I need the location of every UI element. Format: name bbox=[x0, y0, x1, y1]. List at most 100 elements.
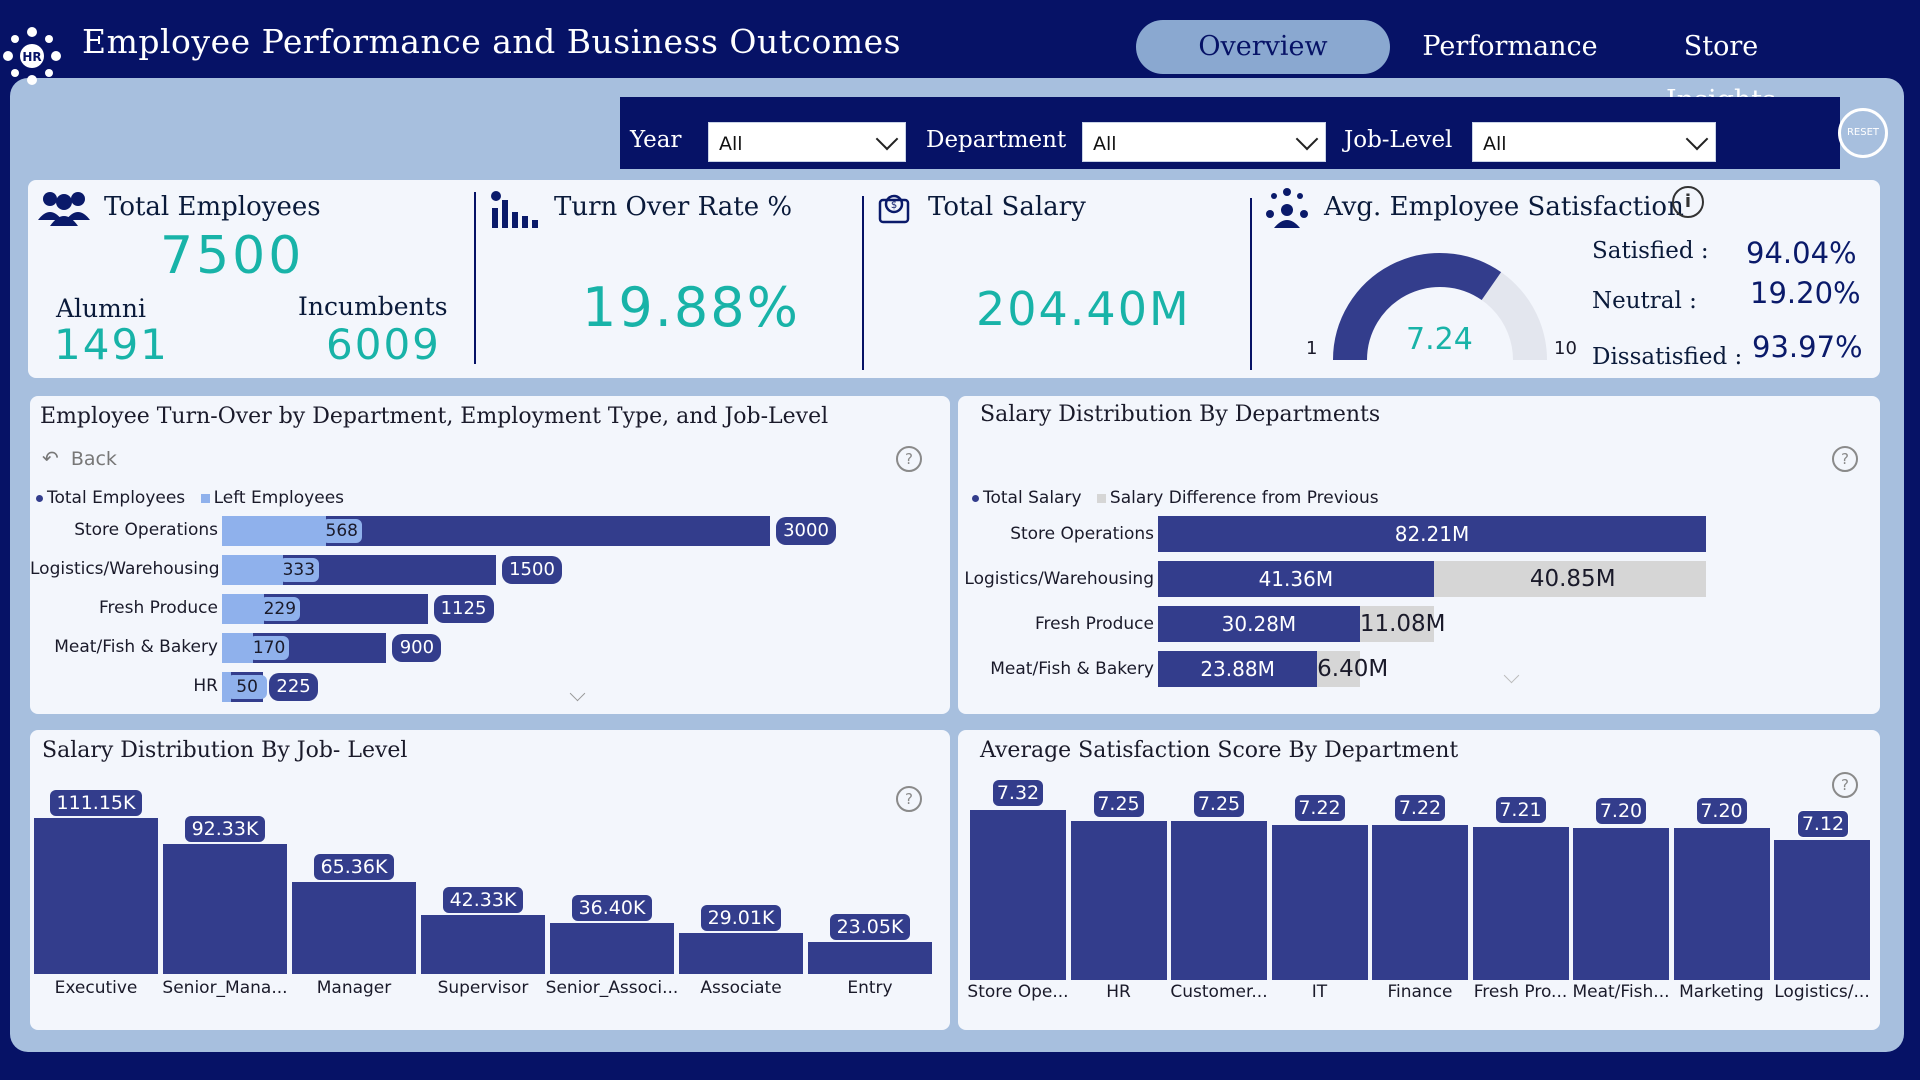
salary-level-bar bbox=[550, 922, 674, 974]
legend-square-icon bbox=[200, 493, 210, 503]
page-title: Employee Performance and Business Outcom… bbox=[82, 22, 902, 61]
left-employees-bar bbox=[222, 594, 264, 624]
turnover-card-title: Employee Turn-Over by Department, Employ… bbox=[40, 404, 829, 429]
salary-icon: $ bbox=[878, 194, 910, 224]
left-employees-label: 50 bbox=[227, 675, 268, 699]
category-label: HR bbox=[193, 676, 218, 696]
chevron-down-icon bbox=[1685, 127, 1709, 151]
help-icon[interactable]: ? bbox=[896, 446, 922, 472]
category-label: Logistics/Warehousing bbox=[30, 559, 220, 579]
category-label: Meat/Fish & Bakery bbox=[990, 659, 1154, 679]
left-employees-bar bbox=[222, 516, 326, 546]
legend-dot-icon bbox=[972, 494, 979, 502]
salary-value: 204.40M bbox=[976, 282, 1191, 336]
year-dropdown[interactable]: All bbox=[708, 122, 906, 162]
neutral-value: 19.20% bbox=[1750, 276, 1861, 310]
category-label: IT bbox=[1311, 982, 1328, 1002]
dissatisfied-value: 93.97% bbox=[1752, 330, 1863, 364]
chevron-down-icon bbox=[875, 127, 899, 151]
gauge-value: 7.24 bbox=[1406, 322, 1473, 357]
salary-level-bar bbox=[163, 844, 287, 974]
satisfaction-label: 7.32 bbox=[993, 780, 1043, 806]
category-label: Manager bbox=[316, 978, 392, 998]
help-icon[interactable]: ? bbox=[1832, 772, 1858, 798]
total-salary-bar: 41.36M bbox=[1158, 561, 1434, 597]
reset-button[interactable]: RESET bbox=[1838, 108, 1888, 158]
incumbents-value: 6009 bbox=[326, 320, 441, 369]
category-label: Associate bbox=[700, 978, 782, 998]
salary-title: Total Salary bbox=[928, 192, 1086, 222]
turnover-title: Turn Over Rate % bbox=[554, 192, 793, 222]
help-icon[interactable]: ? bbox=[896, 786, 922, 812]
back-label: Back bbox=[70, 448, 117, 470]
total-employees-value: 7500 bbox=[160, 226, 305, 286]
category-label: Entry bbox=[847, 978, 893, 998]
dissatisfied-label: Dissatisfied : bbox=[1592, 344, 1743, 370]
legend-square-icon bbox=[1096, 493, 1106, 503]
back-button[interactable]: ↶ Back bbox=[42, 446, 117, 470]
turnover-legend: Total Employees Left Employees bbox=[36, 488, 344, 508]
category-label: Logistics/Warehousing bbox=[964, 569, 1154, 589]
kpi-divider bbox=[1250, 198, 1252, 370]
salary-level-bar bbox=[292, 882, 416, 974]
total-salary-bar: 23.88M bbox=[1158, 651, 1318, 687]
satisfaction-bar bbox=[1171, 820, 1267, 980]
salary-level-label: 92.33K bbox=[185, 816, 265, 843]
salary-level-bar bbox=[421, 914, 545, 974]
tab-overview[interactable]: Overview bbox=[1136, 20, 1390, 74]
legend-left: Left Employees bbox=[213, 488, 345, 508]
satisfaction-bar bbox=[1673, 828, 1770, 980]
salary-level-label: 65.36K bbox=[314, 854, 394, 881]
category-label: Senior_Associ... bbox=[545, 978, 679, 998]
satisfaction-label: 7.21 bbox=[1495, 796, 1546, 823]
category-label: Logistics/... bbox=[1774, 982, 1870, 1002]
total-employees-label: 900 bbox=[392, 634, 442, 662]
left-employees-label: 333 bbox=[278, 558, 319, 582]
satisfaction-dept-title: Average Satisfaction Score By Department bbox=[980, 738, 1459, 763]
kpi-divider bbox=[862, 196, 864, 370]
left-employees-label: 229 bbox=[259, 597, 300, 621]
salary-diff-label: 6.40M bbox=[1317, 656, 1389, 682]
salary-dept-card bbox=[958, 396, 1880, 714]
satisfaction-bar bbox=[1573, 828, 1669, 980]
satisfaction-label: 7.22 bbox=[1294, 795, 1345, 821]
category-label: HR bbox=[1106, 982, 1131, 1002]
category-label: Fresh Pro... bbox=[1473, 982, 1568, 1002]
logo-text: HR bbox=[22, 50, 41, 64]
salary-dept-title: Salary Distribution By Departments bbox=[980, 402, 1381, 427]
kpi-divider bbox=[474, 192, 476, 364]
satisfaction-bar bbox=[970, 810, 1066, 980]
satisfaction-label: 7.22 bbox=[1395, 795, 1445, 821]
info-icon[interactable]: i bbox=[1672, 186, 1704, 218]
tab-performance[interactable]: Performance bbox=[1422, 31, 1598, 62]
gauge-max: 10 bbox=[1554, 338, 1577, 359]
total-employees-label: 1500 bbox=[502, 556, 562, 584]
total-salary-bar: 30.28M bbox=[1158, 606, 1360, 642]
satisfaction-bar bbox=[1070, 820, 1167, 980]
salary-diff-bar bbox=[1433, 561, 1706, 597]
people-icon bbox=[38, 192, 90, 226]
salary-diff-label: 40.85M bbox=[1529, 566, 1616, 592]
legend-total: Total Employees bbox=[47, 488, 186, 508]
salary-level-bar bbox=[34, 818, 158, 974]
total-employees-label: 225 bbox=[269, 673, 319, 701]
category-label: Fresh Produce bbox=[1035, 614, 1154, 634]
salary-level-label: 29.01K bbox=[701, 905, 781, 932]
satisfaction-label: 7.12 bbox=[1797, 810, 1849, 838]
salary-diff-label: 11.08M bbox=[1359, 611, 1446, 637]
joblevel-dropdown[interactable]: All bbox=[1472, 122, 1716, 162]
turnover-value: 19.88% bbox=[582, 276, 800, 339]
legend-salary-diff: Salary Difference from Previous bbox=[1109, 488, 1379, 508]
total-salary-bar: 82.21M bbox=[1158, 516, 1706, 552]
salary-level-label: 42.33K bbox=[443, 886, 523, 913]
department-dropdown[interactable]: All bbox=[1082, 122, 1326, 162]
alumni-value: 1491 bbox=[54, 320, 169, 369]
legend-dot-icon bbox=[36, 494, 43, 502]
tab-store-insights[interactable]: Store Insights bbox=[1666, 31, 1776, 116]
salary-diff-bar bbox=[1359, 606, 1434, 642]
legend-total-salary: Total Salary bbox=[983, 488, 1082, 508]
svg-text:$: $ bbox=[891, 200, 897, 211]
hr-logo-icon: HR bbox=[3, 27, 61, 85]
neutral-label: Neutral : bbox=[1592, 288, 1697, 314]
help-icon[interactable]: ? bbox=[1832, 446, 1858, 472]
